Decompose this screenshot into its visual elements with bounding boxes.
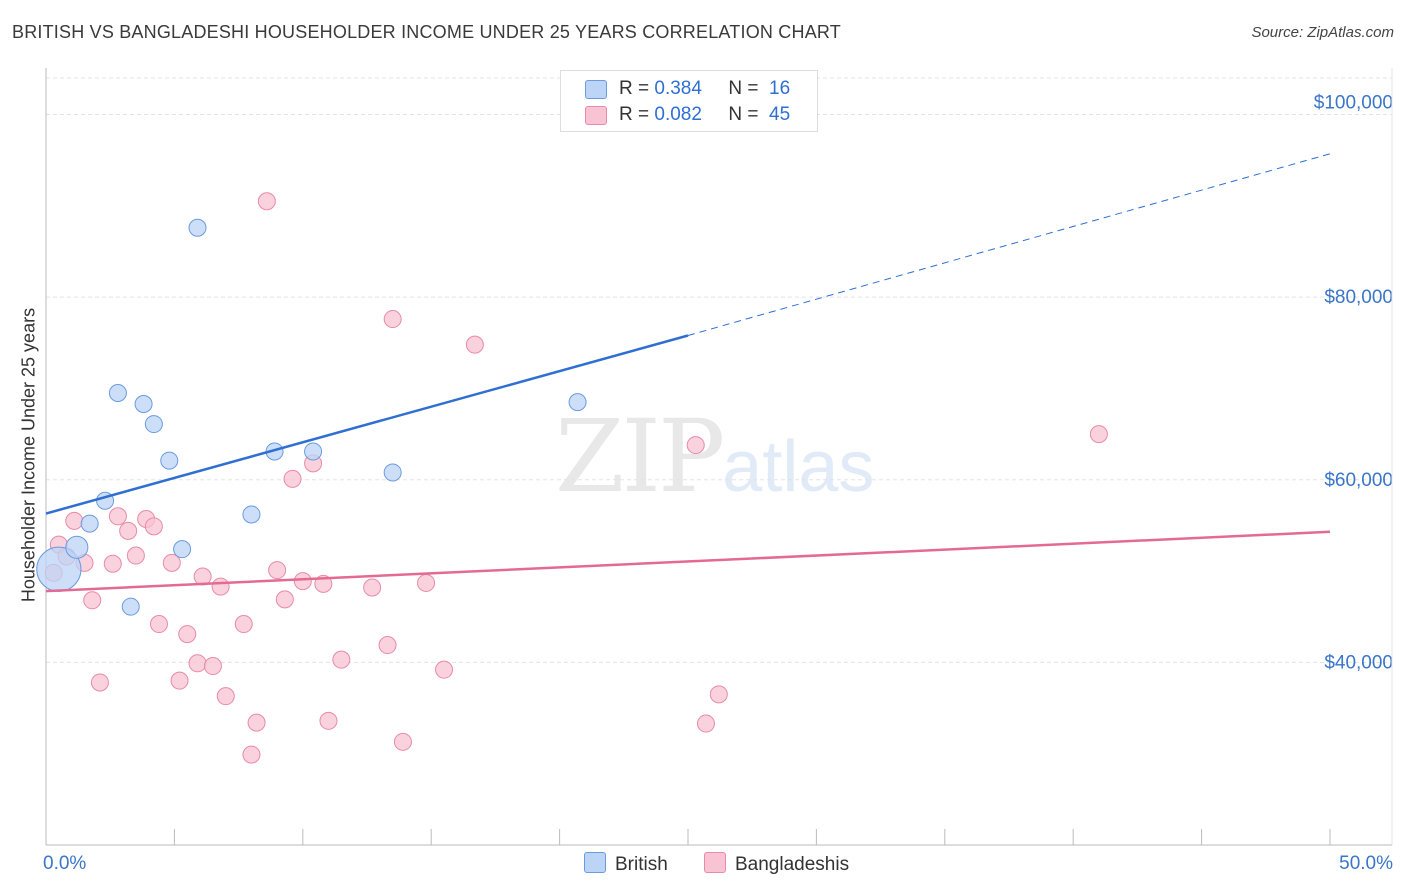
bangladeshi-point [293, 572, 312, 591]
bottom-legend-british: British [584, 852, 668, 876]
bangladeshi-point [268, 561, 287, 580]
bangladeshi-point [108, 507, 127, 526]
british-trend-extension [687, 153, 1331, 336]
legend-n-value-bangladeshi: 45 [769, 104, 791, 125]
british-point [144, 415, 163, 434]
bangladeshi-point [417, 573, 436, 592]
british-point [568, 393, 587, 412]
bottom-legend-swatch-british [584, 852, 606, 873]
british-point [173, 540, 192, 559]
legend-r-value-bangladeshi: 0.082 [654, 104, 702, 125]
bangladeshi-point [65, 511, 84, 530]
legend-r-label: R = [619, 104, 650, 125]
y-tick-label: $80,000 [1324, 287, 1393, 308]
british-point [108, 384, 127, 403]
british-trend-line [45, 334, 689, 515]
british-point [121, 597, 140, 616]
bangladeshi-point [90, 673, 109, 692]
bangladeshi-point [119, 521, 138, 540]
bangladeshi-point [149, 615, 168, 634]
bangladeshi-point [383, 310, 402, 329]
bangladeshi-point [1089, 425, 1108, 444]
legend-n-label: N = [728, 104, 759, 125]
bangladeshi-point [178, 625, 197, 644]
legend-r-label: R = [619, 78, 650, 99]
bangladeshi-point [247, 713, 266, 732]
y-tick-label: $60,000 [1324, 470, 1393, 491]
bangladeshi-point [363, 578, 382, 597]
bangladeshi-point [393, 732, 412, 751]
legend-n-value-british: 16 [769, 78, 791, 99]
bangladeshi-point [83, 591, 102, 610]
bangladeshi-trend-line [45, 530, 1331, 593]
bangladeshi-point [686, 436, 705, 455]
british-point [242, 505, 261, 524]
legend-swatch-british [585, 80, 607, 99]
legend-swatch-bangladeshi [585, 106, 607, 125]
bangladeshi-point [332, 650, 351, 669]
bangladeshi-point [126, 546, 145, 565]
legend-r-value-british: 0.384 [654, 78, 702, 99]
bottom-legend-label-british: British [615, 854, 668, 875]
bangladeshi-point [435, 660, 454, 679]
bangladeshi-point [465, 335, 484, 354]
british-point [80, 514, 99, 533]
bangladeshi-point [203, 657, 222, 676]
bangladeshi-point [709, 685, 728, 704]
british-point [65, 535, 89, 559]
bangladeshi-point [257, 192, 276, 211]
y-tick-label: $40,000 [1324, 652, 1393, 673]
bangladeshi-point [696, 714, 715, 733]
bangladeshi-point [188, 654, 207, 673]
bangladeshi-point [378, 636, 397, 655]
bangladeshi-point [144, 517, 163, 536]
bangladeshi-point [211, 577, 230, 596]
british-point [134, 394, 153, 413]
bottom-legend-bangladeshi: Bangladeshis [704, 852, 849, 876]
x-tick-label: 0.0% [43, 853, 86, 874]
british-point [188, 218, 207, 237]
chart-title: BRITISH VS BANGLADESHI HOUSEHOLDER INCOM… [12, 22, 841, 42]
bangladeshi-point [283, 469, 302, 488]
bangladeshi-point [275, 590, 294, 609]
british-point [304, 442, 323, 461]
bangladeshi-point [234, 615, 253, 634]
bangladeshi-point [103, 554, 122, 573]
british-point [160, 451, 179, 470]
british-point [383, 463, 402, 482]
bangladeshi-point [162, 553, 181, 572]
y-tick-label: $100,000 [1314, 93, 1393, 114]
bangladeshi-point [216, 687, 235, 706]
legend-n-label: N = [728, 78, 759, 99]
bottom-legend-swatch-bangladeshi [704, 852, 726, 873]
x-tick-label: 50.0% [1339, 853, 1393, 874]
bottom-legend-label-bangladeshi: Bangladeshis [735, 854, 850, 875]
bangladeshi-point [170, 671, 189, 690]
bangladeshi-point [319, 711, 338, 730]
correlation-legend: R = 0.384 N = 16 R = 0.082 N = 45 [560, 70, 818, 132]
bangladeshi-point [242, 745, 261, 764]
source-label: Source: ZipAtlas.com [1251, 24, 1394, 41]
